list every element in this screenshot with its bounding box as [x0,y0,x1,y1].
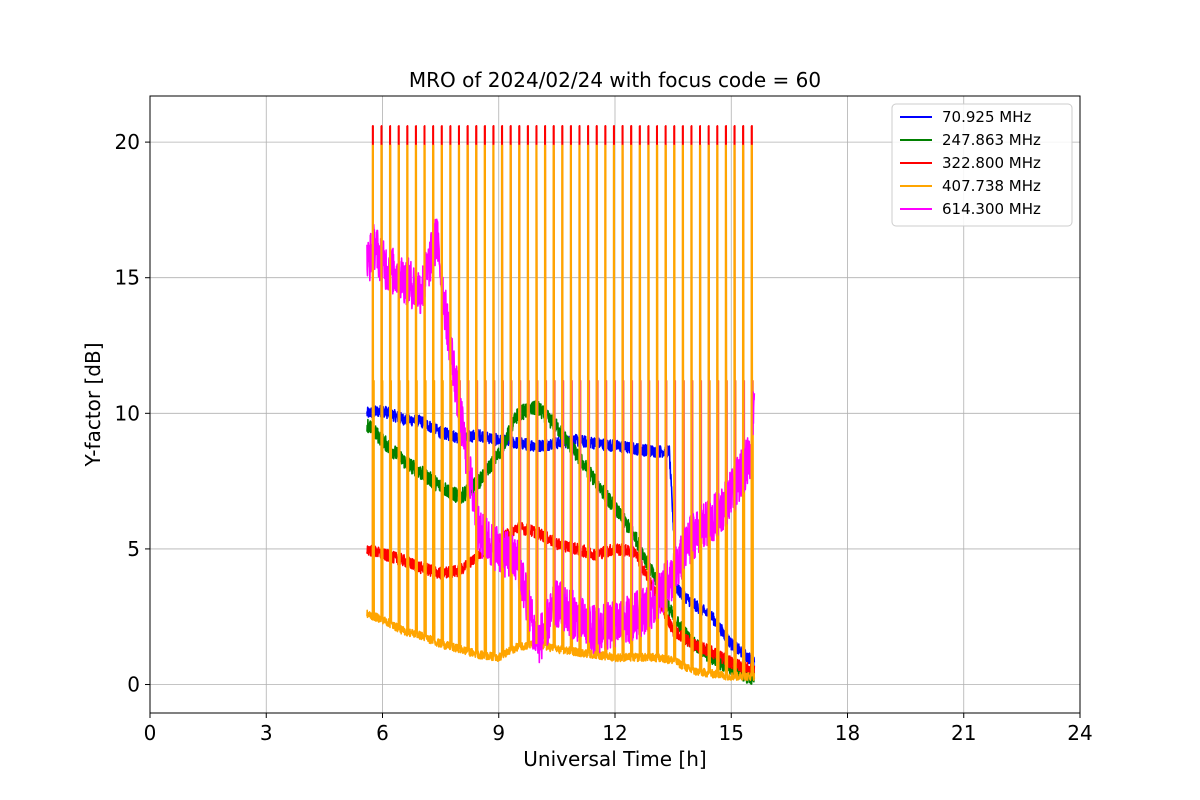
x-tick-label: 21 [951,721,976,745]
series-line-3 [366,144,756,682]
series-line-0 [366,404,756,669]
x-tick-label: 6 [376,721,389,745]
x-axis-label: Universal Time [h] [523,747,706,771]
y-tick-label: 0 [127,673,140,697]
x-tick-label: 9 [492,721,505,745]
chart-title: MRO of 2024/02/24 with focus code = 60 [409,68,821,92]
legend-label: 614.300 MHz [942,200,1041,218]
series-layer [366,125,756,685]
ticks: 0 3 6 9 12 15 18 21 24 0 5 10 15 20 [115,130,1093,745]
x-tick-label: 12 [602,721,627,745]
x-tick-label: 18 [835,721,860,745]
y-tick-label: 15 [115,266,140,290]
y-tick-label: 5 [127,537,140,561]
y-tick-label: 20 [115,130,140,154]
x-tick-label: 0 [144,721,157,745]
x-tick-label: 3 [260,721,273,745]
y-tick-label: 10 [115,401,140,425]
legend-label: 322.800 MHz [942,154,1041,172]
legend-label: 407.738 MHz [942,177,1041,195]
legend-label: 70.925 MHz [942,108,1031,126]
legend-box [891,103,1073,227]
x-tick-label: 24 [1067,721,1092,745]
x-tick-label: 15 [719,721,744,745]
series-line-2 [366,125,756,678]
series-line-4 [366,218,756,664]
legend-label: 247.863 MHz [942,131,1041,149]
y-axis-label: Y-factor [dB] [81,342,105,467]
legend: 70.925 MHz 247.863 MHz 322.800 MHz 407.7… [891,103,1073,227]
